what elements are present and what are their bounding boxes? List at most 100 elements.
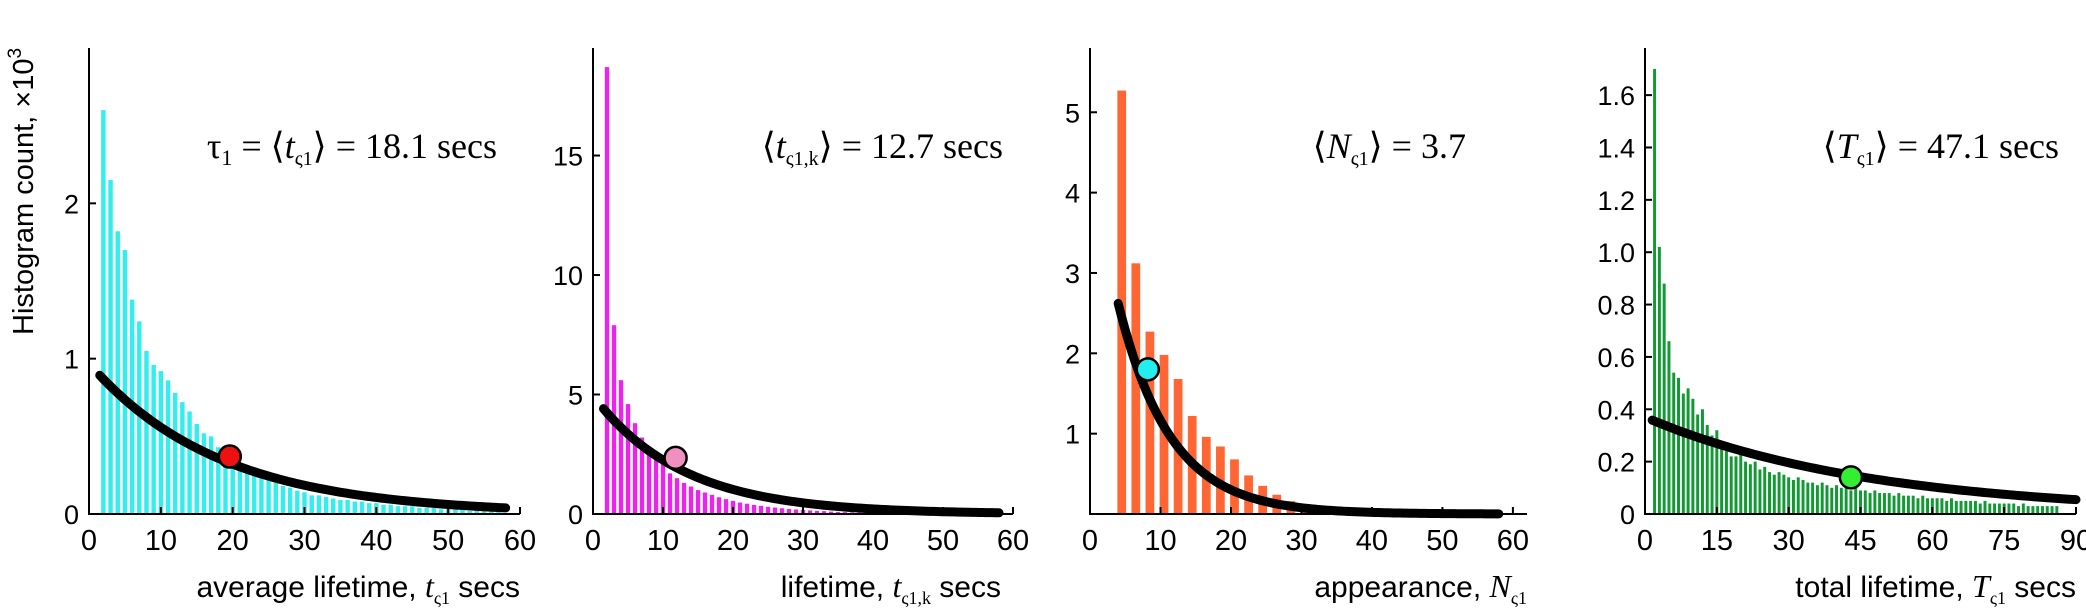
bar [1720, 445, 1724, 514]
x-tick-label: 20 [717, 525, 749, 557]
x-tick-label: 10 [647, 525, 679, 557]
x-tick-label: 30 [1285, 525, 1317, 557]
bar [695, 490, 701, 514]
bar [828, 511, 834, 514]
bar [807, 510, 813, 514]
bar [1940, 498, 1944, 514]
annotation-bracket: ⟨ [1823, 126, 1837, 166]
annotation-variable: t [285, 126, 296, 166]
bar [266, 479, 271, 514]
x-tick-label: 40 [360, 525, 392, 557]
x-axis-label: appearance, Nς1 [1314, 568, 1527, 608]
bar [496, 510, 501, 514]
bar [1988, 503, 1992, 514]
bar [144, 350, 149, 514]
x-tick-label: 40 [857, 525, 889, 557]
x-tick-label: 60 [1497, 525, 1529, 557]
bar [1978, 503, 1982, 514]
bar [737, 502, 743, 514]
x-label-text: average lifetime, [196, 571, 424, 604]
bar [2031, 506, 2035, 514]
bar [604, 67, 610, 515]
bar [1681, 393, 1685, 514]
bar [1911, 495, 1915, 514]
y-tick-label: 0 [568, 500, 583, 530]
bar [345, 500, 350, 514]
annotation-value: ⟩ = 18.1 secs [313, 126, 497, 166]
bar [395, 506, 401, 514]
x-label-variable: t [892, 568, 902, 604]
bar [230, 461, 235, 514]
x-tick-label: 50 [432, 525, 464, 557]
bar [338, 500, 343, 514]
bar [758, 505, 764, 514]
y-tick-label: 1 [64, 345, 79, 375]
bar [2017, 506, 2021, 514]
bar [481, 510, 487, 514]
bar [1748, 464, 1752, 514]
bar [688, 486, 694, 514]
bar [223, 451, 228, 514]
fit-curve [1647, 415, 2081, 505]
bar [744, 503, 750, 514]
bar [674, 478, 680, 514]
bar [1710, 435, 1714, 514]
y-tick-label: 1.4 [1597, 133, 1635, 163]
bar [273, 482, 278, 514]
bar [1921, 495, 1925, 514]
x-tick-label: 90 [2060, 525, 2086, 557]
y-tick-label: 1.6 [1597, 81, 1635, 111]
bar [1954, 500, 1958, 514]
bar [786, 508, 792, 514]
bar [251, 472, 257, 514]
bar [366, 503, 372, 514]
bar [280, 486, 286, 514]
bar [1131, 263, 1141, 514]
y-tick-label: 0 [64, 500, 79, 530]
bar [1959, 500, 1963, 514]
bar [1873, 490, 1877, 514]
panel-4: 0 15 30 45 60 75 9000.20.40.60.81.01.21.41.6⟨T… [1597, 48, 2086, 608]
annotation-bracket: ⟨ [762, 126, 776, 166]
y-tick-label: 0.8 [1597, 291, 1635, 321]
bar [639, 437, 645, 514]
bar [1868, 493, 1872, 514]
x-tick-label: 60 [997, 525, 1029, 557]
y-tick-label: 0.4 [1597, 395, 1635, 425]
bar [646, 447, 652, 514]
x-tick-label: 75 [1988, 525, 2020, 557]
bar [1145, 331, 1155, 514]
x-tick-label: 15 [1701, 525, 1733, 557]
bar [1758, 469, 1762, 514]
x-tick-label: 0 [1082, 525, 1098, 557]
bar [1997, 503, 2001, 514]
bar [417, 507, 422, 514]
fit-curve [1113, 298, 1504, 519]
y-tick-label: 3 [1065, 259, 1080, 289]
annotation-variable: t [776, 126, 787, 166]
bar [1672, 372, 1676, 514]
x-axis-label: lifetime, tς1,k secs [781, 568, 1001, 608]
bar [108, 180, 113, 514]
bar [1849, 490, 1853, 514]
x-tick-label: 10 [145, 525, 177, 557]
bar [716, 497, 722, 514]
mean-marker [663, 445, 688, 471]
x-label-variable: t [425, 568, 435, 604]
bar [216, 447, 221, 514]
annotation-subscript: ς1 [1351, 148, 1369, 170]
bar [779, 508, 785, 514]
bar [2045, 506, 2049, 514]
bar [681, 482, 687, 514]
bar [115, 231, 120, 515]
x-tick-label: 0 [585, 525, 601, 557]
annotation-bracket: ⟨ [1313, 126, 1327, 166]
bar [1878, 493, 1882, 514]
bar [793, 509, 799, 514]
bar [765, 506, 771, 514]
annotation-subscript: ς1,k [786, 148, 819, 170]
bar [402, 506, 408, 514]
bar [237, 464, 243, 514]
annotation-subscript: ς1 [1857, 148, 1875, 170]
